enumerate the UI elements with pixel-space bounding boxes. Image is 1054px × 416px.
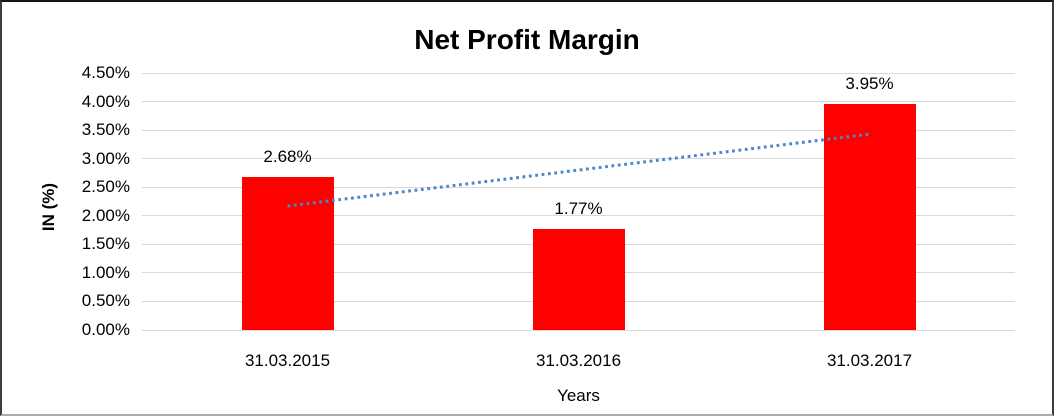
bar (532, 228, 625, 330)
plot-area: 2.68% 1.77% 3.95% (142, 72, 1015, 331)
y-axis-tick-label: 4.00% (81, 91, 130, 111)
chart-title: Net Profit Margin (414, 24, 640, 55)
trendline (287, 132, 870, 208)
y-axis-tick-label: 3.00% (81, 148, 130, 168)
y-axis-tick-label: 0.50% (81, 291, 130, 311)
y-axis-tick-label: 0.00% (81, 320, 130, 339)
gridline (142, 329, 1015, 331)
x-axis-title: Years (557, 386, 600, 405)
y-axis-tick-label: 1.50% (81, 234, 130, 254)
y-axis-tick-label: 3.50% (81, 120, 130, 140)
y-axis-tick-label: 1.00% (81, 262, 130, 282)
x-axis-tick-label: 31.03.2015 (244, 351, 331, 370)
gridline (142, 101, 1015, 103)
x-axis-tick-label: 31.03.2017 (826, 351, 913, 370)
y-axis-tick-label: 4.50% (81, 63, 130, 82)
bar (241, 176, 334, 330)
data-label: 3.95% (845, 74, 894, 94)
gridline (142, 129, 1015, 131)
y-axis-tick-label: 2.00% (81, 205, 130, 225)
gridline (142, 72, 1015, 74)
y-axis-tick-label: 2.50% (81, 177, 130, 197)
bar (823, 104, 916, 330)
data-label: 2.68% (263, 146, 312, 166)
data-label: 1.77% (554, 198, 603, 218)
gridline (142, 215, 1015, 217)
x-axis-tick-label: 31.03.2016 (535, 351, 622, 370)
